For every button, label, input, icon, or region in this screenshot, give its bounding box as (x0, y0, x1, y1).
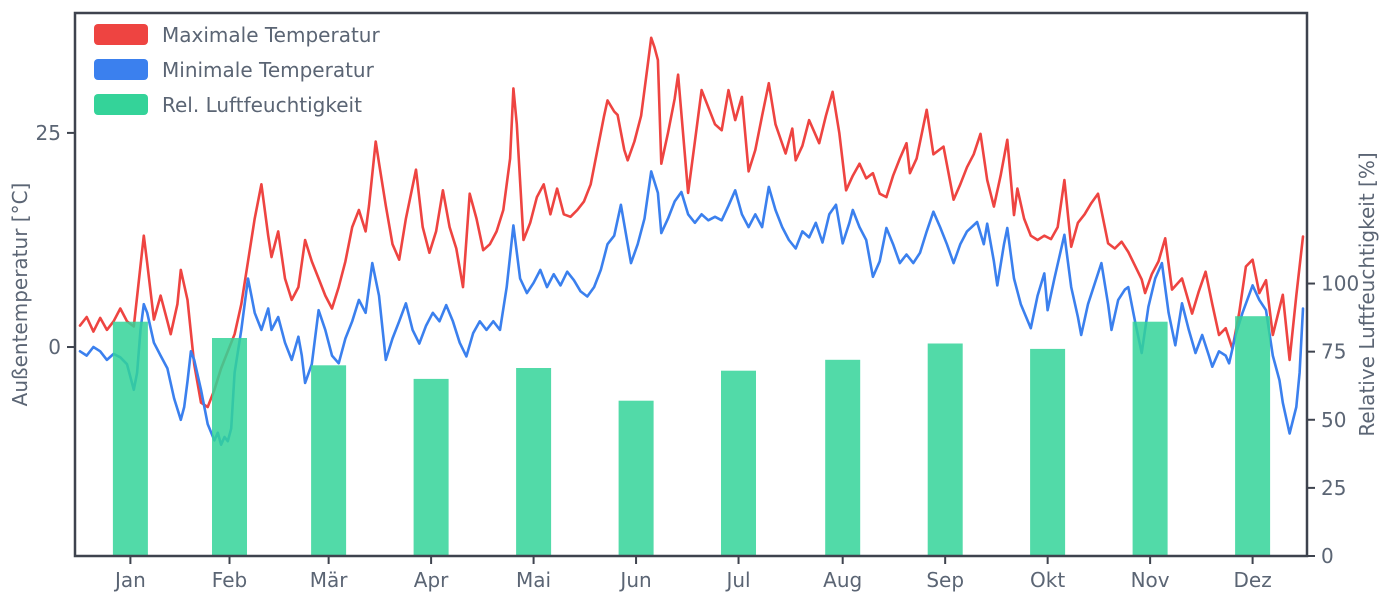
y-right-tick-label: 50 (1321, 408, 1346, 432)
humidity-bar (1030, 348, 1066, 556)
x-tick-label: Jan (113, 568, 146, 592)
humidity-bar (927, 343, 963, 556)
humidity-bar (112, 321, 148, 556)
legend-swatch-humidity (94, 94, 148, 115)
y-right-tick-label: 25 (1321, 476, 1346, 500)
legend-label-humidity: Rel. Luftfeuchtigkeit (162, 92, 362, 117)
legend-item-max-temp: Maximale Temperatur (94, 24, 380, 45)
x-tick-label: Okt (1030, 568, 1065, 592)
legend-label-min-temp: Minimale Temperatur (162, 57, 374, 82)
humidity-bar (721, 370, 756, 556)
x-tick-label: Feb (212, 568, 247, 592)
x-tick-label: Sep (926, 568, 964, 592)
min-temp-line (78, 170, 1305, 447)
x-tick-label: Jun (618, 568, 651, 592)
x-tick-label: Aug (823, 568, 862, 592)
x-tick-label: Mär (310, 568, 349, 592)
humidity-bar (1132, 321, 1168, 556)
legend-swatch-min-temp (94, 59, 148, 80)
x-tick-label: Nov (1131, 568, 1170, 592)
legend-swatch-max-temp (94, 24, 148, 45)
x-tick-label: Jul (724, 568, 750, 592)
y-right-tick-label: 0 (1321, 544, 1334, 568)
humidity-bar (618, 400, 654, 556)
legend: Maximale Temperatur Minimale Temperatur … (94, 24, 380, 115)
humidity-bar (311, 365, 347, 556)
x-tick-label: Dez (1234, 568, 1272, 592)
y-left-tick-label: 0 (48, 335, 61, 359)
legend-item-min-temp: Minimale Temperatur (94, 59, 380, 80)
y-left-tick-label: 25 (36, 121, 61, 145)
legend-item-humidity: Rel. Luftfeuchtigkeit (94, 94, 380, 115)
humidity-bar (825, 359, 861, 556)
humidity-bar (413, 378, 449, 556)
humidity-bar (1235, 316, 1271, 556)
left-axis-label: Außentemperatur [°C] (8, 183, 32, 407)
right-axis-label: Relative Luftfeuchtigkeit [%] (1355, 152, 1379, 436)
y-right-tick-label: 100 (1321, 272, 1359, 296)
legend-label-max-temp: Maximale Temperatur (162, 22, 380, 47)
max-temp-line (78, 36, 1305, 409)
x-tick-label: Mai (516, 568, 551, 592)
y-right-tick-label: 75 (1321, 340, 1346, 364)
humidity-bar (212, 338, 247, 556)
humidity-bar (516, 368, 552, 556)
x-tick-label: Apr (414, 568, 449, 592)
